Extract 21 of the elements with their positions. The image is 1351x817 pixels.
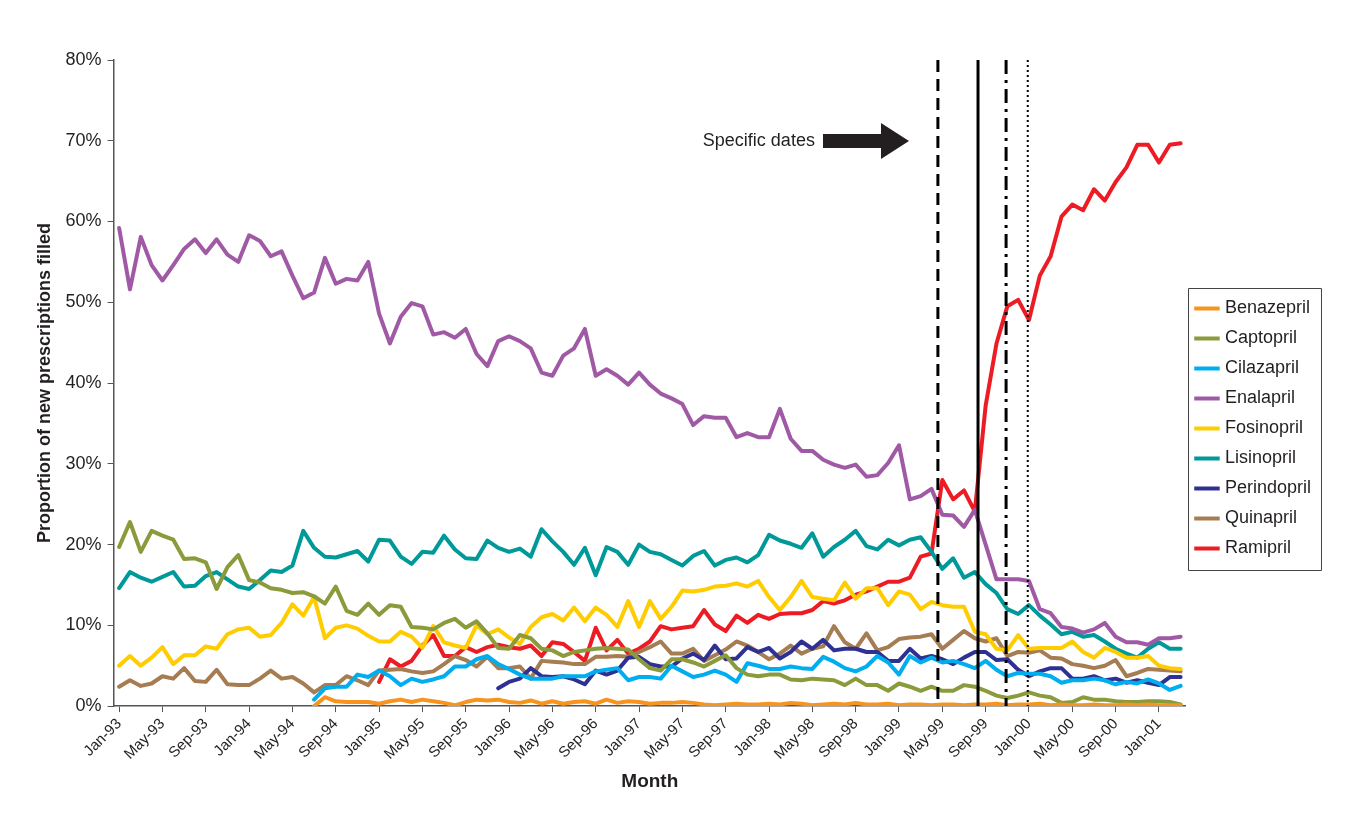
y-tick-label: 80% [65, 48, 102, 69]
y-tick-label: 70% [65, 129, 102, 150]
legend-label: Cilazapril [1224, 357, 1299, 378]
y-tick-label: 50% [65, 291, 102, 312]
x-axis-title: Month [621, 769, 679, 791]
legend-label: Perindopril [1224, 477, 1311, 498]
legend-label: Captopril [1224, 327, 1297, 348]
y-tick-label: 30% [65, 452, 102, 473]
y-tick-label: 0% [75, 695, 102, 716]
y-tick-label: 60% [65, 210, 102, 231]
legend-label: Lisinopril [1224, 447, 1296, 468]
legend-label: Benazepril [1224, 297, 1311, 318]
annotation: Specific dates [702, 129, 815, 150]
y-axis-title: Proportion of new prescriptions filled [33, 223, 54, 544]
legend-label: Fosinopril [1224, 417, 1303, 438]
legend-label: Ramipril [1224, 537, 1291, 558]
y-tick-label: 20% [65, 533, 102, 554]
y-tick-label: 10% [65, 614, 102, 635]
y-tick-label: 40% [65, 372, 102, 393]
legend-label: Enalapril [1224, 387, 1295, 408]
legend-label: Quinapril [1224, 507, 1297, 528]
